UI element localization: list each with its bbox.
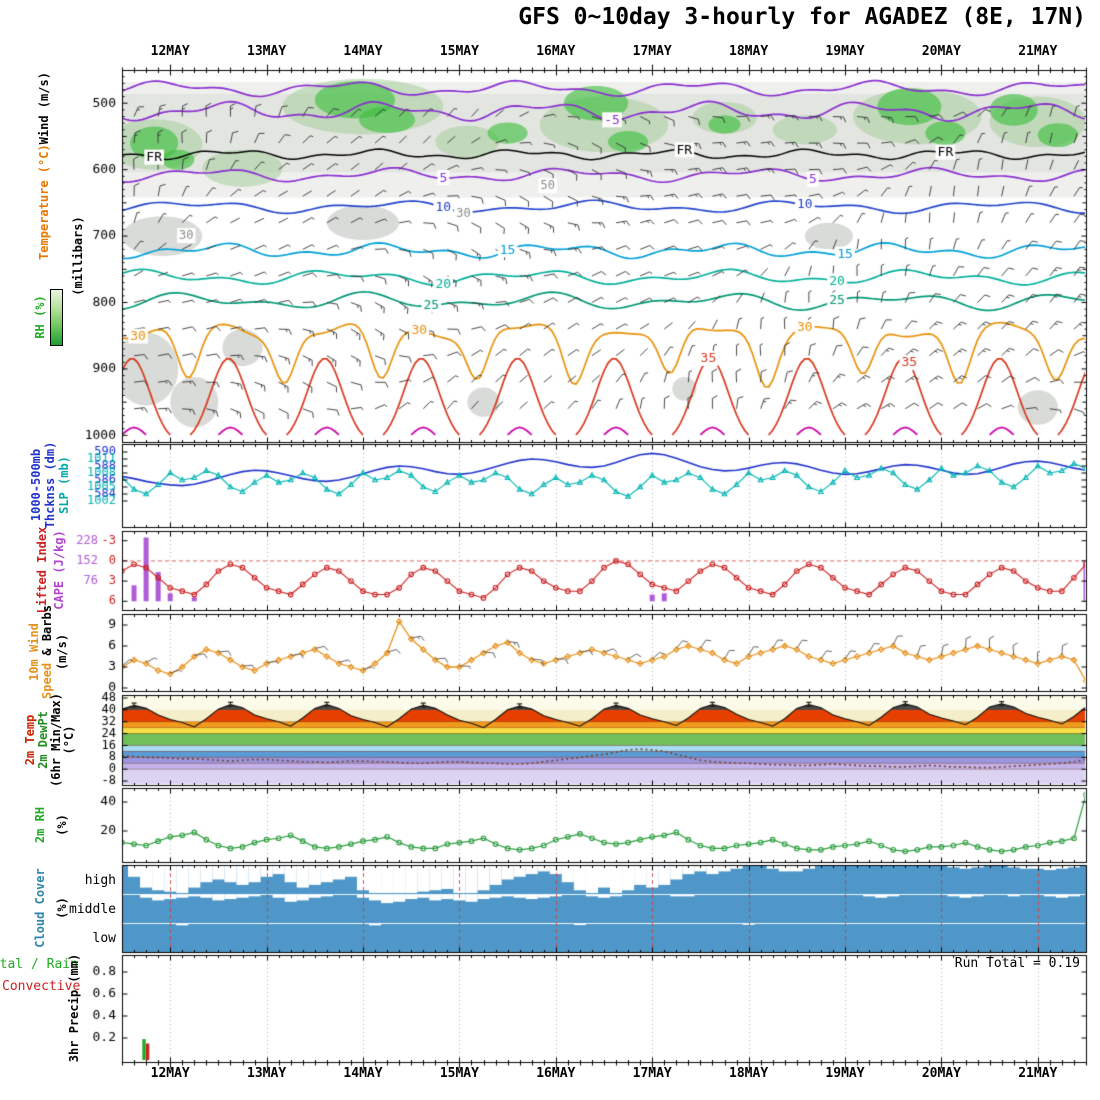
date-label: 21MAY [1018,44,1058,59]
label-thickness-range: 1000-500mb [29,448,43,522]
label-2m-temp: 2m Temp [23,714,37,766]
label-2m-dewpt: 2m DewPt [36,711,50,769]
date-label: 17MAY [632,1066,672,1081]
label-millibars: (millibars) [71,216,85,296]
label-degc-unit: (°C) [62,725,76,755]
label-thickness: Thcknss (dm) [43,441,57,529]
date-label: 13MAY [247,44,287,59]
rh-colorbar-legend [50,289,63,346]
date-label: 15MAY [439,44,479,59]
label-ms-unit: (m/s) [55,633,69,671]
label-cape: CAPE (J/kg) [52,530,66,610]
y-axis-label-upper: Temperature (°C)Wind (m/s) [37,72,51,260]
cloud-row-high-label: high [84,873,116,888]
label-wind: Wind (m/s) [37,72,51,145]
date-label: 20MAY [921,44,961,59]
label-total-rain: Total / Rain [0,957,78,972]
date-label: 21MAY [1018,1066,1058,1081]
date-label: 19MAY [825,44,865,59]
label-temperature: Temperature (°C) [37,144,51,260]
date-label: 18MAY [729,1066,769,1081]
cloud-row-low-label: low [92,931,116,946]
date-label: 19MAY [825,1066,865,1081]
label-rh-unit: (%) [55,814,69,836]
date-label: 12MAY [150,44,190,59]
date-label: 16MAY [536,44,576,59]
label-10m-wind: 10m Wind [27,623,41,681]
date-label: 15MAY [439,1066,479,1081]
date-label: 17MAY [632,44,672,59]
date-label: 14MAY [343,44,383,59]
label-lifted-index: Lifted Index [35,526,49,614]
chart-title: GFS 0~10day 3-hourly for AGADEZ (8E, 17N… [518,4,1086,30]
date-label: 13MAY [247,1066,287,1081]
date-label: 12MAY [150,1066,190,1081]
date-label: 16MAY [536,1066,576,1081]
label-convective: Convective [2,979,81,994]
label-wind-speed-barbs: Speed & Barbs [40,605,54,699]
label-rh: RH (%) [33,295,47,339]
cloud-row-middle-label: middle [69,902,116,917]
label-2m-rh: 2m RH [33,806,47,844]
run-total-label: Run Total = 0.19 [954,956,1080,971]
label-barbs: & Barbs [40,605,54,663]
date-label: 18MAY [729,44,769,59]
date-label: 14MAY [343,1066,383,1081]
label-minmax: (6hr Min/Max) [49,693,63,787]
label-3hr-precip: 3hr Precip (mm) [67,953,81,1063]
label-slp: SLP (mb) [57,456,71,514]
date-label: 20MAY [921,1066,961,1081]
